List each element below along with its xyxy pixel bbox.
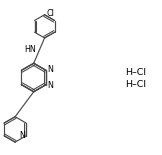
- Text: N: N: [48, 65, 53, 74]
- Text: HN: HN: [24, 45, 36, 54]
- Text: N: N: [19, 131, 25, 140]
- Text: H–Cl: H–Cl: [126, 80, 146, 89]
- Text: H–Cl: H–Cl: [126, 68, 146, 77]
- Text: N: N: [48, 81, 53, 90]
- Text: Cl: Cl: [46, 9, 54, 18]
